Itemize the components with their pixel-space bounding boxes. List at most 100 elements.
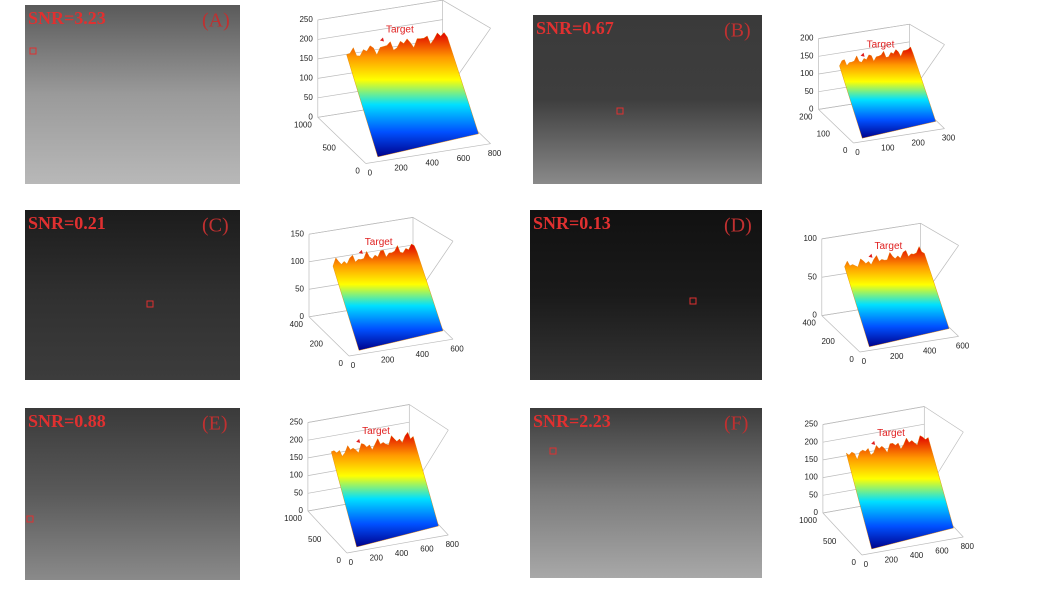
target-annotation: Target [877, 428, 905, 439]
axis-line [442, 0, 491, 29]
z-tick-label: 100 [800, 69, 814, 78]
x-tick-label: 0 [862, 357, 867, 366]
axis-line [822, 512, 863, 556]
y-tick-label: 500 [823, 537, 837, 546]
y-tick-label: 200 [821, 337, 835, 346]
panel-label: (B) [724, 20, 751, 42]
grid-line [317, 19, 443, 40]
z-tick-label: 250 [290, 418, 304, 427]
axis-line [859, 336, 959, 353]
grid-line [821, 222, 921, 240]
z-tick-label: 50 [809, 490, 818, 499]
surface [332, 243, 444, 351]
x-tick-label: 200 [885, 556, 899, 565]
x-tick-label: 600 [450, 344, 464, 353]
x-tick-label: 0 [351, 361, 356, 370]
y-tick-label: 0 [843, 146, 848, 155]
x-tick-label: 200 [370, 554, 384, 563]
y-tick-label: 0 [355, 167, 360, 176]
x-tick-label: 200 [890, 352, 904, 361]
snr-label: SNR=3.23 [28, 8, 106, 28]
x-tick-label: 200 [394, 164, 408, 173]
z-tick-label: 50 [808, 272, 817, 281]
y-tick-label: 200 [799, 113, 813, 122]
target-box [689, 297, 697, 305]
z-tick-label: 100 [299, 73, 313, 82]
target-annotation: Target [365, 237, 393, 248]
snr-label: SNR=0.67 [536, 18, 614, 38]
x-tick-label: 600 [956, 342, 970, 351]
z-tick-label: 50 [295, 284, 304, 293]
z-tick-label: 150 [299, 54, 313, 63]
target-box [549, 447, 557, 455]
panel-label: (F) [724, 413, 748, 435]
y-tick-label: 0 [849, 355, 854, 364]
x-tick-label: 200 [911, 139, 925, 148]
infrared-image [25, 210, 240, 380]
y-tick-label: 400 [290, 320, 304, 329]
target-marker [356, 438, 361, 443]
axis-line [853, 128, 945, 144]
z-tick-label: 200 [290, 435, 304, 444]
x-tick-label: 0 [368, 169, 373, 178]
target-annotation: Target [386, 24, 414, 35]
z-tick-label: 0 [809, 105, 814, 114]
z-tick-label: 50 [805, 87, 814, 96]
target-box [29, 47, 37, 55]
axis-line [317, 117, 367, 164]
target-marker [860, 52, 865, 57]
x-tick-label: 400 [910, 551, 924, 560]
grid-line [822, 406, 925, 425]
x-tick-label: 300 [942, 134, 956, 143]
surface [844, 246, 950, 348]
grid-line [308, 217, 414, 235]
x-tick-label: 0 [855, 148, 860, 157]
y-tick-label: 1000 [284, 514, 302, 523]
x-tick-label: 800 [488, 149, 502, 158]
x-tick-label: 400 [416, 350, 430, 359]
panel-label: (A) [202, 10, 230, 32]
x-tick-label: 600 [935, 547, 949, 556]
y-tick-label: 0 [851, 558, 856, 567]
target-annotation: Target [362, 426, 390, 437]
x-tick-label: 0 [864, 560, 869, 569]
grid-line [822, 423, 925, 443]
z-tick-label: 250 [805, 420, 819, 429]
target-marker [379, 37, 384, 42]
target-box [616, 107, 624, 115]
panel-label: (E) [202, 413, 228, 435]
target-box [146, 300, 154, 308]
grid-line [818, 41, 910, 57]
x-tick-label: 200 [381, 356, 395, 365]
target-marker [358, 249, 363, 254]
z-tick-label: 0 [812, 311, 817, 320]
grid-line [307, 404, 410, 423]
target-annotation: Target [867, 40, 895, 51]
grid-line [818, 23, 910, 39]
z-tick-label: 150 [291, 229, 305, 238]
axis-line [365, 143, 491, 164]
z-tick-label: 50 [304, 93, 313, 102]
axis-line [920, 222, 959, 246]
infrared-image [25, 408, 240, 580]
z-tick-label: 250 [299, 15, 313, 24]
grid-line [317, 0, 443, 21]
x-tick-label: 100 [881, 143, 895, 152]
y-tick-label: 1000 [294, 120, 312, 129]
snr-label: SNR=0.88 [28, 411, 106, 431]
x-tick-label: 0 [349, 558, 354, 567]
z-tick-label: 50 [294, 488, 303, 497]
snr-label: SNR=2.23 [533, 411, 611, 431]
z-tick-label: 100 [291, 257, 305, 266]
z-tick-label: 0 [298, 506, 303, 515]
snr-label: SNR=0.21 [28, 213, 106, 233]
infrared-image [25, 5, 240, 184]
panel-label: (C) [202, 215, 229, 237]
x-tick-label: 400 [395, 549, 409, 558]
z-tick-label: 100 [803, 234, 817, 243]
